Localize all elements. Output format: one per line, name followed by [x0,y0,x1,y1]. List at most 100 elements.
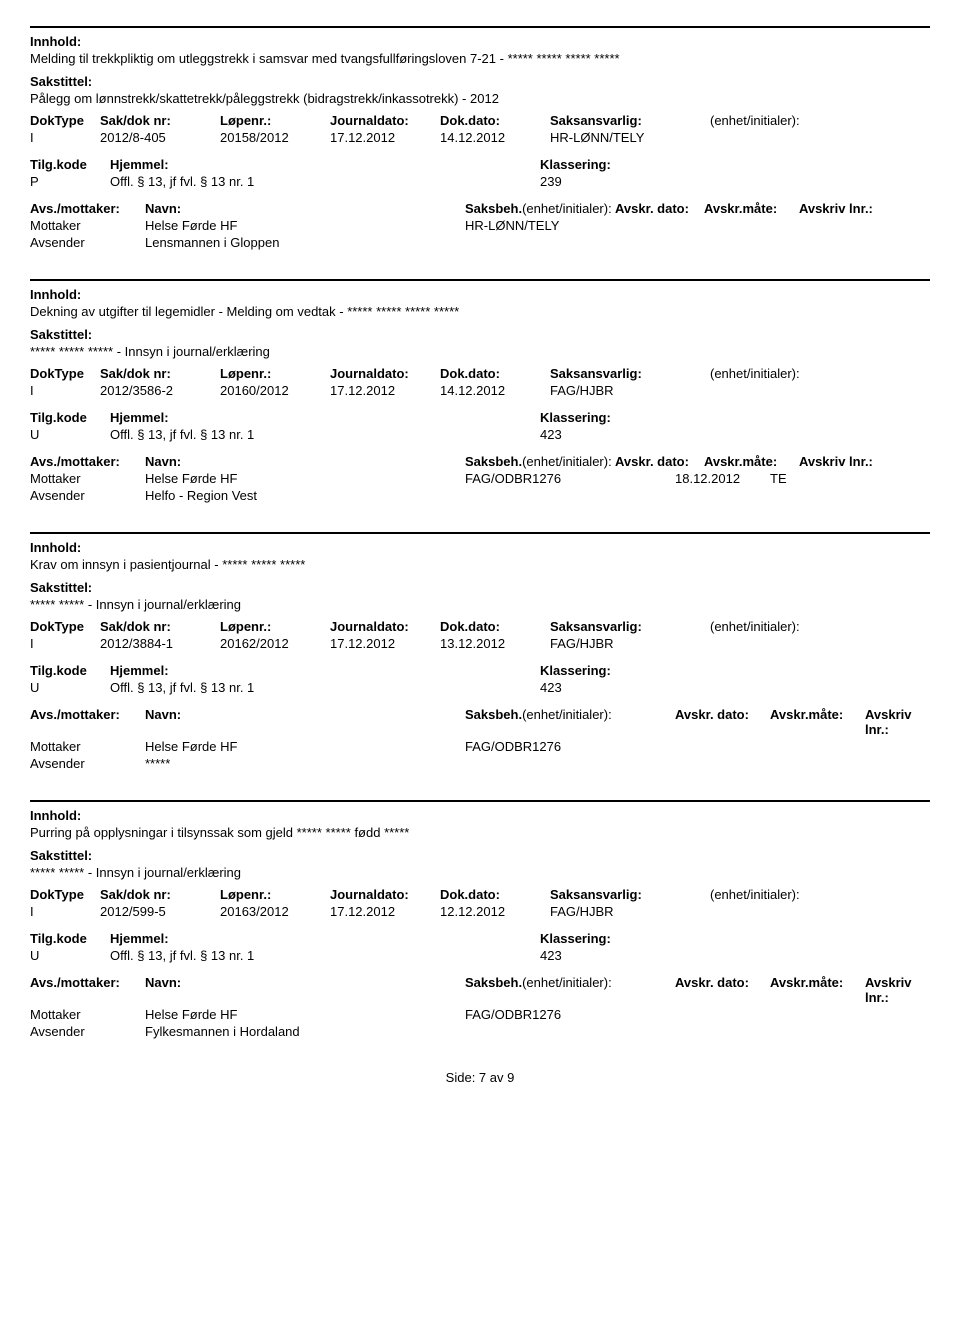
col-lopenr-label: Løpenr.: [220,365,330,382]
sakstittel-label: Sakstittel: [30,580,930,595]
innhold-block: Innhold:Dekning av utgifter til legemidl… [30,287,930,319]
sakdok-value: 2012/599-5 [100,903,220,920]
saksansvarlig-value: FAG/HJBR [550,903,710,920]
record-separator [30,279,930,281]
mottaker-avskrmate-value [770,738,865,755]
saksbeh-label: Saksbeh. [465,975,522,990]
dokdato-value: 14.12.2012 [440,382,550,399]
avskrivlnr-label: Avskriv lnr.: [799,453,930,470]
sakstittel-block: Sakstittel: ***** ***** - Innsyn i journa… [30,580,930,612]
navn-label: Navn: [145,200,465,217]
doktype-header-row: DokTypeSak/dok nr:Løpenr.:Journaldato:Do… [30,365,930,382]
col-sakdok-label: Sak/dok nr: [100,365,220,382]
col-lopenr-label: Løpenr.: [220,112,330,129]
col-doktype-label: DokType [30,618,100,635]
avsender-navn-value: Helfo - Region Vest [145,487,465,504]
dokdato-value: 13.12.2012 [440,635,550,652]
avskrmate-label: Avskr.måte: [704,453,799,470]
journaldato-value: 17.12.2012 [330,903,440,920]
hjemmel-label: Hjemmel: [110,409,540,426]
saksbeh-label: Saksbeh. [465,707,522,722]
sakstittel-label: Sakstittel: [30,327,930,342]
saksansvarlig-value: FAG/HJBR [550,382,710,399]
mottaker-role-label: Mottaker [30,1006,145,1023]
page-container: Innhold: Melding til trekkpliktig om utle… [0,0,960,1115]
party-header-row: Avs./mottaker:Navn:Saksbeh.(enhet/initia… [30,200,930,217]
klassering-label: Klassering: [540,930,930,947]
mottaker-row: MottakerHelse Førde HFHR-LØNN/TELY [30,217,930,234]
klassering-value: 423 [540,426,930,443]
mottaker-avskrdato-value [675,738,770,755]
avsender-role-label: Avsender [30,755,145,772]
avskrdato-label: Avskr. dato: [675,974,770,1006]
saksansvarlig-value: HR-LØNN/TELY [550,129,710,146]
record-separator [30,532,930,534]
avsender-navn-value: Fylkesmannen i Hordaland [145,1023,465,1040]
klassering-value: 239 [540,173,930,190]
innhold-label: Innhold: [30,540,930,555]
innhold-text: Melding til trekkpliktig om utleggstrekk… [30,51,930,66]
mottaker-saksbeh-value: FAG/ODBR1276 [465,470,600,487]
journal-record: Innhold:Krav om innsyn i pasientjournal … [30,532,930,772]
klassering-value: 423 [540,947,930,964]
doktype-value-row: I2012/3884-120162/201217.12.201213.12.20… [30,635,930,652]
journaldato-value: 17.12.2012 [330,129,440,146]
tilgkode-value: P [30,173,110,190]
mottaker-avskrmate-value [770,1006,865,1023]
col-doktype-label: DokType [30,112,100,129]
mottaker-role-label: Mottaker [30,470,145,487]
col-saksansvarlig-label: Saksansvarlig: [550,618,710,635]
col-dokdato-label: Dok.dato: [440,112,550,129]
avsender-role-label: Avsender [30,1023,145,1040]
tilgkode-value: U [30,426,110,443]
enhetinit-value [710,129,930,146]
sakstittel-text: ***** ***** - Innsyn i journal/erklæring [30,597,930,612]
lopenr-value: 20163/2012 [220,903,330,920]
sakdok-value: 2012/8-405 [100,129,220,146]
saksbeh-composite-label: Saksbeh.(enhet/initialer): [465,974,675,1006]
col-saksansvarlig-label: Saksansvarlig: [550,365,710,382]
hjemmel-value: Offl. § 13, jf fvl. § 13 nr. 1 [110,679,540,696]
innhold-text: Purring på opplysningar i tilsynssak som… [30,825,930,840]
sakstittel-text: ***** ***** ***** - Innsyn i journal/erk… [30,344,930,359]
sakstittel-label: Sakstittel: [30,74,930,89]
avsender-navn-value: Lensmannen i Gloppen [145,234,465,251]
hjemmel-label: Hjemmel: [110,156,540,173]
doktype-value: I [30,903,100,920]
doktype-header-row: DokTypeSak/dok nr:Løpenr.:Journaldato:Do… [30,112,930,129]
tilgkode-header-row: Tilg.kodeHjemmel:Klassering: [30,662,930,679]
innhold-block: Innhold:Melding til trekkpliktig om utle… [30,34,930,66]
mottaker-saksbeh-value: HR-LØNN/TELY [465,217,600,234]
saksansvarlig-value: FAG/HJBR [550,635,710,652]
col-enhetinit-label: (enhet/initialer): [710,365,930,382]
klassering-label: Klassering: [540,409,930,426]
tilgkode-label: Tilg.kode [30,409,110,426]
mottaker-navn-value: Helse Førde HF [145,738,465,755]
col-journaldato-label: Journaldato: [330,886,440,903]
dokdato-value: 14.12.2012 [440,129,550,146]
saksbeh-composite-label: Saksbeh.(enhet/initialer): [465,200,615,217]
party-header-row: Avs./mottaker:Navn:Saksbeh.(enhet/initia… [30,453,930,470]
col-dokdato-label: Dok.dato: [440,886,550,903]
saksbeh-composite-label: Saksbeh.(enhet/initialer): [465,706,675,738]
doktype-value-row: I2012/8-40520158/201217.12.201214.12.201… [30,129,930,146]
journaldato-value: 17.12.2012 [330,382,440,399]
klassering-value: 423 [540,679,930,696]
mottaker-navn-value: Helse Førde HF [145,1006,465,1023]
mottaker-saksbeh-value: FAG/ODBR1276 [465,738,600,755]
avsender-navn-value: ***** [145,755,465,772]
avsender-row: AvsenderLensmannen i Gloppen [30,234,930,251]
tilgkode-header-row: Tilg.kodeHjemmel:Klassering: [30,930,930,947]
enhetinit-value [710,903,930,920]
avskrivlnr-label: Avskriv lnr.: [865,706,930,738]
saksbeh-label: Saksbeh. [465,454,522,469]
spacer [689,200,704,217]
dokdato-value: 12.12.2012 [440,903,550,920]
mottaker-navn-value: Helse Førde HF [145,470,465,487]
journaldato-value: 17.12.2012 [330,635,440,652]
saksbeh-paren-label: (enhet/initialer): [522,201,612,216]
sakstittel-block: Sakstittel: ***** ***** ***** - Innsyn i … [30,327,930,359]
col-sakdok-label: Sak/dok nr: [100,618,220,635]
avskrdato-label: Avskr. dato: [615,200,689,217]
avsender-row: Avsender***** [30,755,930,772]
